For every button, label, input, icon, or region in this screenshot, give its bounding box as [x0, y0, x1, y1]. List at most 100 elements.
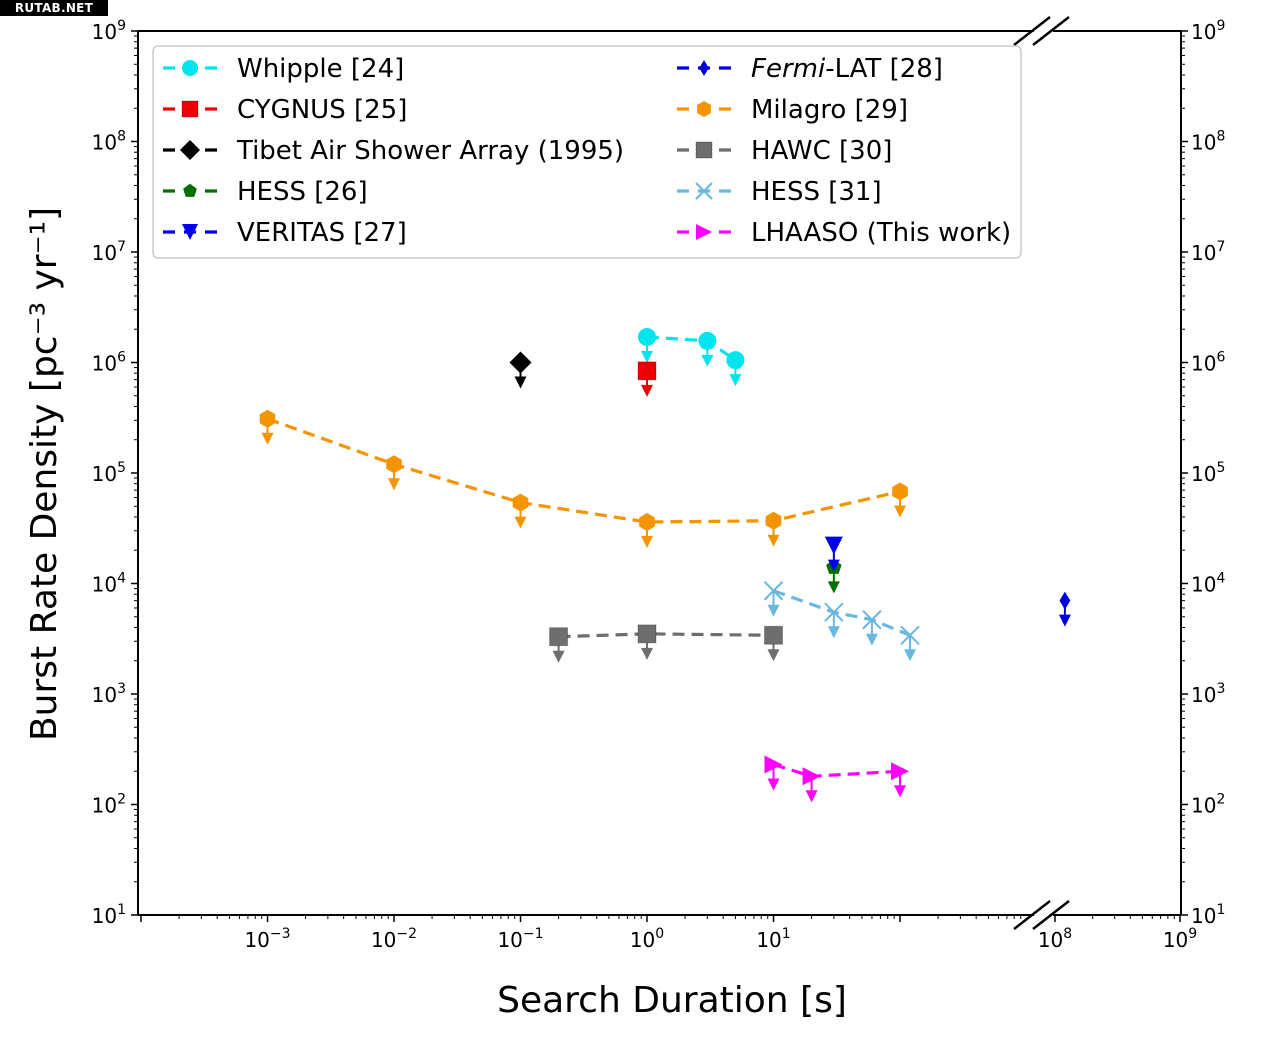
y-tick-label-right: 104 [1191, 571, 1225, 597]
data-point [698, 331, 717, 367]
legend-label: HAWC [30] [751, 136, 892, 166]
marker-hexagon [259, 409, 276, 428]
data-point [892, 482, 908, 518]
upper-limit-head [767, 649, 780, 662]
plot-series [259, 328, 1071, 803]
series-line [773, 763, 901, 778]
marker-x [763, 581, 784, 601]
legend-label: Fermi-LAT [28] [751, 54, 943, 84]
x-tick-label: 100 [630, 926, 664, 952]
data-point [637, 361, 657, 397]
marker-x [695, 182, 713, 200]
legend-label: CYGNUS [25] [237, 95, 407, 125]
marker-hexagon [386, 455, 402, 474]
marker-square [637, 624, 657, 644]
data-point [549, 627, 569, 663]
data-point [637, 624, 657, 660]
x-tick-label: 108 [1038, 926, 1072, 952]
legend-item: Tibet Air Shower Array (1995) [163, 136, 624, 166]
data-point [386, 455, 402, 491]
data-point [638, 328, 656, 364]
upper-limit-head [701, 354, 714, 367]
upper-limit-head [388, 478, 400, 491]
y-tick-label: 101 [92, 902, 126, 928]
marker-x-stroke [763, 581, 784, 601]
x-tick-label: 10−3 [244, 926, 290, 952]
y-tick-label-right: 103 [1191, 681, 1225, 707]
legend-label: LHAASO (This work) [751, 218, 1011, 248]
marker-circle [638, 328, 656, 347]
marker-hexagon [512, 493, 529, 512]
marker-triangle-down [182, 224, 198, 240]
data-point [509, 351, 532, 389]
marker-triangle-down [824, 536, 843, 555]
series-line [558, 632, 774, 639]
data-point [802, 767, 821, 803]
series-hess-31 [763, 581, 920, 662]
upper-limit-head [827, 559, 840, 572]
y-tick-label-right: 102 [1191, 792, 1225, 818]
legend-item: VERITAS [27] [163, 218, 407, 248]
y-tick-label: 104 [92, 571, 126, 597]
upper-limit-head [261, 432, 274, 445]
y-tick-label: 106 [92, 350, 126, 376]
series-lhaaso-this-work [764, 755, 909, 803]
x-axis-label: Search Duration [s] [497, 980, 847, 1021]
upper-limit-head [904, 649, 917, 662]
y-tick-label: 107 [92, 239, 126, 265]
y-tick-label-right: 106 [1191, 350, 1225, 376]
marker-x-stroke [695, 182, 713, 200]
upper-limit-head [514, 376, 527, 389]
marker-triangle-right [802, 767, 821, 786]
marker-x-stroke [900, 625, 920, 645]
legend-label: VERITAS [27] [237, 218, 407, 248]
legend-label: Milagro [29] [751, 95, 908, 125]
marker-x [862, 610, 882, 630]
data-point [765, 511, 782, 547]
axis-break-mark [1032, 900, 1070, 930]
axis-break-mark [1013, 900, 1051, 930]
legend-item: HESS [31] [677, 177, 882, 207]
marker-x [900, 625, 920, 645]
y-tick-label: 109 [92, 18, 126, 44]
marker-diamond [509, 351, 532, 374]
series-whipple-24 [638, 328, 745, 387]
data-point [763, 581, 784, 617]
x-tick-label: 109 [1163, 926, 1197, 952]
marker-triangle-right [696, 224, 712, 240]
x-tick-label: 10−1 [497, 926, 543, 952]
series-cygnus-25 [637, 361, 657, 397]
data-point [764, 625, 783, 662]
marker-triangle-right [891, 762, 909, 781]
marker-triangle-right [764, 755, 783, 774]
data-point [1058, 591, 1071, 627]
data-point [891, 762, 909, 798]
series-fermi-lat-28 [1058, 591, 1071, 627]
data-point [824, 536, 843, 572]
legend-item: LHAASO (This work) [677, 218, 1011, 248]
legend-item: CYGNUS [25] [163, 95, 407, 125]
x-tick-label: 101 [756, 926, 790, 952]
upper-limit-head [729, 374, 742, 387]
marker-thin-diamond [699, 60, 709, 76]
upper-limit-head [805, 790, 818, 803]
upper-limit-head [827, 581, 840, 594]
marker-circle [726, 351, 745, 370]
marker-hexagon [639, 513, 655, 532]
series-milagro-29 [259, 409, 908, 549]
upper-limit-head [865, 633, 878, 646]
marker-hexagon [892, 482, 908, 501]
upper-limit-head [827, 626, 840, 639]
y-tick-label-right: 101 [1191, 902, 1225, 928]
legend-item: HESS [26] [163, 177, 368, 207]
legend-label: Tibet Air Shower Array (1995) [236, 136, 624, 166]
axis-break-mark [1013, 16, 1051, 46]
legend-label: Whipple [24] [237, 54, 404, 84]
marker-thin-diamond [1059, 591, 1071, 610]
data-point [259, 409, 276, 445]
series-veritas-27 [824, 536, 843, 572]
marker-square [181, 100, 199, 118]
series-line [266, 417, 901, 524]
y-tick-label-right: 108 [1191, 129, 1225, 155]
y-axis-label: Burst Rate Density [pc⁻³ yr⁻¹] [24, 207, 65, 741]
